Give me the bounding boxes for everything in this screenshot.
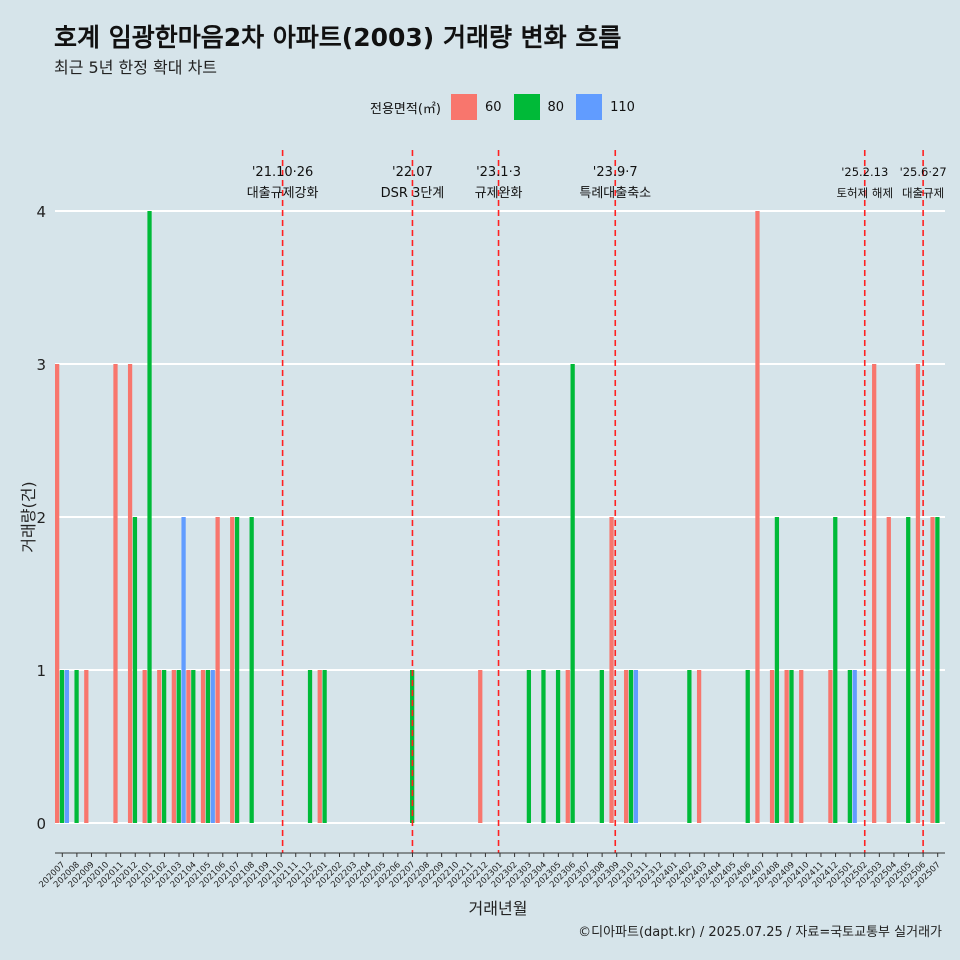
event-date-4: '25.2.13 xyxy=(841,165,888,179)
legend-label-110: 110 xyxy=(610,99,635,115)
bar-110-202501 xyxy=(852,670,857,823)
y-tick-label-0: 0 xyxy=(36,815,46,833)
bar-60-202007 xyxy=(55,364,60,823)
bar-80-202501 xyxy=(847,670,852,823)
bar-110-202007 xyxy=(64,670,69,823)
bar-60-202403 xyxy=(696,670,702,823)
bars xyxy=(55,211,940,823)
bar-80-202007 xyxy=(59,670,65,823)
legend-label-80: 80 xyxy=(547,99,565,115)
bar-80-202406 xyxy=(745,670,750,823)
x-axis-label: 거래년월 xyxy=(469,899,528,918)
bar-60-202106 xyxy=(215,517,220,823)
bar-80-202505 xyxy=(906,517,911,823)
bar-80-202412 xyxy=(833,517,838,823)
bar-80-202112 xyxy=(307,670,313,823)
bar-60-202409 xyxy=(784,670,789,823)
bar-80-202008 xyxy=(74,670,79,823)
bar-80-202012 xyxy=(132,517,138,823)
bar-80-202107 xyxy=(234,517,240,823)
event-date-2: '23.1·3 xyxy=(476,165,521,180)
bar-60-202306 xyxy=(565,670,570,823)
bar-60-202407 xyxy=(755,211,760,823)
bar-80-202409 xyxy=(789,670,794,823)
bar-80-202108 xyxy=(249,517,254,823)
bar-60-202201 xyxy=(317,670,322,823)
y-tick-label-1: 1 xyxy=(36,662,46,680)
event-date-5: '25.6·27 xyxy=(900,165,947,179)
legend-item-110: 110 xyxy=(576,94,635,120)
event-label-4: 토허제 해제 xyxy=(836,186,893,200)
bar-60-202410 xyxy=(799,670,804,823)
bar-60-202105 xyxy=(200,670,206,823)
bar-60-202107 xyxy=(230,517,235,823)
y-axis-label: 거래량(건) xyxy=(19,481,38,552)
event-label-1: DSR 3단계 xyxy=(381,186,445,201)
legend-item-60: 60 xyxy=(450,94,502,120)
bar-80-202201 xyxy=(322,670,327,823)
bar-80-202507 xyxy=(935,517,940,823)
bar-60-202309 xyxy=(609,517,614,823)
bar-60-202310 xyxy=(624,670,629,823)
legend-item-80: 80 xyxy=(513,94,565,120)
legend-swatch-80 xyxy=(513,94,540,120)
x-axis: 2020072020082020092020102020112020122021… xyxy=(37,852,945,890)
source-caption: ©디아파트(dapt.kr) / 2025.07.25 / 자료=국토교통부 실… xyxy=(578,925,942,940)
chart-subtitle: 최근 5년 한정 확대 차트 xyxy=(54,58,218,77)
legend-title: 전용면적(㎡) xyxy=(370,101,441,117)
event-date-1: '22.07 xyxy=(392,165,433,180)
event-date-3: '23.9·7 xyxy=(593,165,638,180)
bar-60-202011 xyxy=(113,364,118,823)
legend-label-60: 60 xyxy=(484,99,502,115)
bar-80-202101 xyxy=(147,211,152,823)
bar-60-202009 xyxy=(84,670,89,823)
bar-80-202408 xyxy=(774,517,780,823)
event-lines xyxy=(281,150,924,853)
bar-80-202102 xyxy=(161,670,167,823)
bar-60-202102 xyxy=(157,670,162,823)
bar-80-202306 xyxy=(570,364,575,823)
bar-60-202103 xyxy=(171,670,176,823)
bar-60-202506 xyxy=(915,364,921,823)
bar-60-202507 xyxy=(930,517,935,823)
bar-110-202103 xyxy=(181,517,186,823)
bar-110-202310 xyxy=(633,670,639,823)
y-tick-label-2: 2 xyxy=(36,509,46,527)
legend-swatch-60 xyxy=(450,94,477,120)
event-label-0: 대출규제강화 xyxy=(247,186,319,201)
event-label-2: 규제완화 xyxy=(475,186,523,201)
bar-80-202303 xyxy=(526,670,532,823)
y-tick-label-3: 3 xyxy=(36,356,46,374)
event-label-5: 대출규제 xyxy=(902,186,944,200)
bar-60-202212 xyxy=(478,670,483,823)
bar-60-202504 xyxy=(886,517,891,823)
bar-60-202503 xyxy=(872,364,877,823)
bar-80-202104 xyxy=(191,670,196,823)
bar-80-202308 xyxy=(599,670,604,823)
y-tick-label-4: 4 xyxy=(36,203,46,221)
bar-80-202305 xyxy=(555,670,561,823)
event-annotations: '21.10·26 대출규제강화 '22.07 DSR 3단계 '23.1·3 규제완화 '… xyxy=(247,165,947,201)
bar-80-202105 xyxy=(205,670,211,823)
legend-swatch-110 xyxy=(576,94,603,120)
bar-80-202207 xyxy=(410,670,415,823)
bar-110-202105 xyxy=(210,670,215,823)
bar-60-202408 xyxy=(769,670,775,823)
event-label-3: 특례대출축소 xyxy=(579,186,651,201)
event-date-0: '21.10·26 xyxy=(252,165,313,180)
bar-80-202310 xyxy=(628,670,634,823)
bar-60-202101 xyxy=(142,670,147,823)
bar-60-202412 xyxy=(828,670,833,823)
bar-80-202402 xyxy=(687,670,692,823)
legend: 전용면적(㎡) 60 80 110 xyxy=(370,93,647,121)
bar-60-202104 xyxy=(186,670,191,823)
chart-title: 호계 임광한마음2차 아파트(2003) 거래량 변화 흐름 xyxy=(54,23,622,52)
bar-60-202012 xyxy=(127,364,133,823)
bar-80-202103 xyxy=(176,670,181,823)
bar-80-202304 xyxy=(541,670,546,823)
y-axis: 0 1 2 3 4 xyxy=(36,203,46,833)
